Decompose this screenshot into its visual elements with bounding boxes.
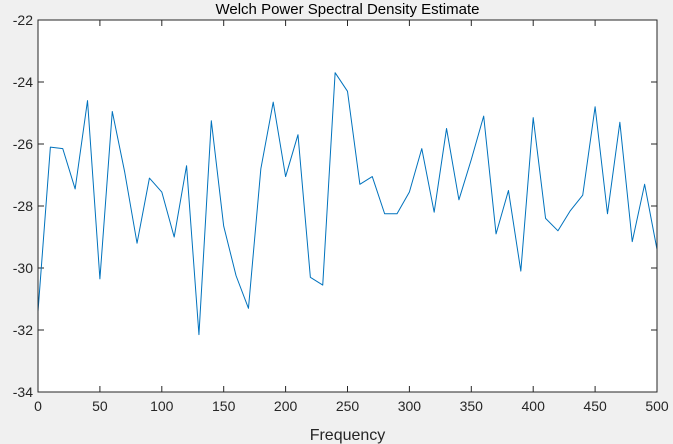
x-tick-label: 200 [274, 398, 298, 414]
y-tick-label: -28 [13, 198, 33, 214]
y-tick-label: -34 [13, 384, 33, 400]
x-tick-labels: 0 50 100 150 200 250 300 350 400 450 500 [34, 398, 669, 414]
x-tick-label: 300 [398, 398, 422, 414]
x-tick-label: 250 [336, 398, 360, 414]
axes-background [38, 20, 657, 392]
y-tick-label: -32 [13, 322, 33, 338]
x-axis-label: Frequency [310, 427, 386, 444]
y-tick-label: -22 [13, 12, 33, 28]
y-tick-label: -24 [13, 74, 33, 90]
x-tick-label: 400 [522, 398, 546, 414]
chart-title: Welch Power Spectral Density Estimate [216, 1, 480, 18]
x-tick-label: 500 [645, 398, 669, 414]
psd-series-line [37, 72, 658, 336]
x-tick-label: 100 [150, 398, 174, 414]
y-tick-label: -30 [13, 260, 33, 276]
x-tick-label: 350 [460, 398, 484, 414]
x-tick-label: 0 [34, 398, 42, 414]
series-group [37, 72, 658, 336]
y-tick-label: -26 [13, 136, 33, 152]
y-tick-labels: -22 -24 -26 -28 -30 -32 -34 [13, 12, 33, 400]
x-tick-label: 150 [212, 398, 236, 414]
x-tick-label: 50 [92, 398, 108, 414]
axes-box [37, 19, 658, 393]
x-tick-label: 450 [583, 398, 607, 414]
